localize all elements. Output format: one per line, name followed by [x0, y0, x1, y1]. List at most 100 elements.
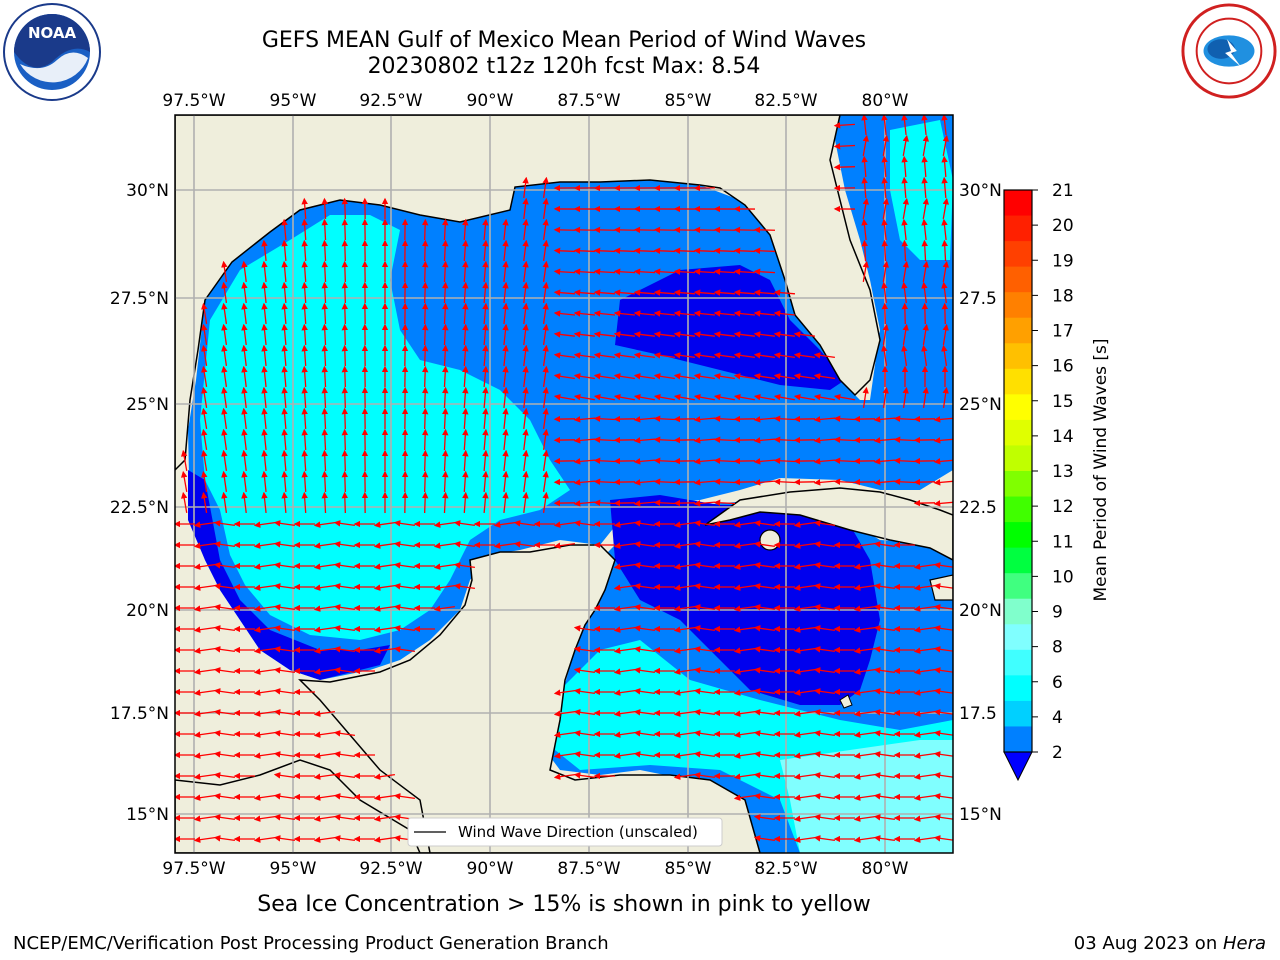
wind-arrow	[613, 310, 636, 317]
wind-arrow	[933, 646, 953, 653]
wind-arrow	[933, 458, 953, 465]
wind-arrow	[793, 373, 815, 380]
wind-arrow	[180, 449, 188, 471]
wind-arrow	[813, 814, 835, 821]
wind-arrow	[333, 814, 355, 821]
wind-arrow	[933, 479, 953, 486]
lat-label: 30°N	[126, 181, 169, 201]
wind-arrow	[373, 542, 395, 549]
wind-arrow	[693, 625, 715, 632]
wind-arrow	[301, 428, 308, 451]
wind-arrow	[542, 449, 549, 471]
wind-arrow	[793, 836, 815, 843]
wind-arrow	[281, 323, 288, 346]
footer-date: 03 Aug 2023 on	[1073, 933, 1223, 954]
wind-arrow	[573, 751, 595, 758]
lat-label: 20°N	[959, 601, 1002, 621]
wind-arrow	[613, 393, 635, 401]
wind-arrow	[813, 479, 836, 486]
wind-arrow	[793, 352, 815, 359]
wind-arrow	[793, 689, 815, 696]
wind-arrow	[221, 302, 228, 324]
wind-arrow	[442, 344, 449, 367]
wind-arrow	[861, 218, 868, 241]
wind-arrow	[673, 668, 695, 675]
wind-arrow	[553, 268, 576, 275]
wind-arrow	[873, 835, 895, 842]
wind-arrow	[933, 625, 953, 632]
wind-arrow	[180, 491, 188, 513]
wind-arrow	[913, 710, 935, 717]
wind-arrow	[281, 428, 288, 451]
wind-arrow	[933, 416, 953, 423]
wind-arrow	[301, 197, 308, 220]
wind-arrow	[693, 289, 716, 296]
wind-arrow	[613, 521, 635, 528]
wind-arrow	[221, 281, 228, 303]
wind-arrow	[333, 667, 355, 674]
wind-arrow	[313, 710, 335, 717]
wind-arrow	[793, 331, 816, 338]
wind-arrow	[522, 218, 529, 241]
lon-label: 92.5°W	[359, 91, 422, 111]
wind-arrow	[673, 647, 695, 654]
lon-label: 95°W	[270, 91, 317, 111]
wind-arrow	[281, 260, 288, 283]
wind-arrow	[553, 226, 576, 234]
wind-arrow	[341, 323, 349, 346]
wind-arrow	[201, 386, 208, 408]
wind-arrow	[753, 520, 775, 527]
wind-arrow	[733, 310, 756, 317]
wind-arrow	[673, 542, 695, 549]
wind-arrow	[333, 772, 355, 779]
wind-arrow	[813, 604, 835, 611]
wind-arrow	[933, 604, 953, 611]
wind-arrow	[813, 437, 836, 444]
wind-arrow	[633, 667, 655, 674]
colorbar-segment	[1004, 190, 1032, 217]
wind-arrow	[301, 386, 308, 409]
wind-arrow	[853, 668, 875, 675]
colorbar-segment	[1004, 675, 1032, 702]
wind-arrow	[813, 772, 835, 779]
low-period-zone	[615, 265, 845, 390]
lon-label: 80°W	[862, 859, 909, 879]
lat-label: 27.5	[959, 289, 997, 309]
wind-arrow	[241, 470, 248, 493]
wind-arrow	[873, 814, 895, 821]
wind-arrow	[253, 626, 275, 633]
colorbar-segment	[1004, 419, 1032, 446]
wind-arrow	[881, 155, 888, 178]
wind-arrow	[733, 794, 755, 801]
wind-arrow	[873, 646, 895, 653]
colorbar-tick-label: 11	[1052, 532, 1074, 552]
wind-arrow	[901, 218, 908, 241]
wind-arrow	[873, 458, 896, 465]
wind-arrow	[573, 772, 595, 779]
wind-arrow	[333, 730, 355, 737]
wind-arrow	[281, 218, 288, 241]
wind-arrow	[213, 541, 235, 548]
colorbar-segment	[1004, 624, 1032, 651]
wind-arrow	[553, 331, 576, 338]
wind-arrow	[502, 449, 509, 472]
wind-arrow	[673, 247, 696, 255]
wind-arrow	[753, 373, 775, 380]
wind-arrow	[341, 197, 349, 220]
wind-arrow	[633, 625, 655, 632]
wind-arrow	[273, 646, 295, 653]
wind-arrow	[913, 731, 935, 738]
wind-arrow	[853, 773, 875, 780]
wind-arrow	[213, 604, 235, 611]
wind-arrow	[613, 373, 635, 380]
wind-arrow	[753, 310, 776, 317]
wind-arrow	[201, 344, 208, 366]
wind-arrow	[881, 115, 888, 136]
wind-arrow	[633, 247, 656, 255]
wind-arrow	[221, 323, 228, 345]
wind-arrow	[201, 491, 208, 513]
wind-arrow	[733, 773, 755, 780]
wind-arrow	[553, 393, 575, 401]
wind-arrow	[613, 668, 635, 675]
wind-arrow	[653, 331, 676, 338]
